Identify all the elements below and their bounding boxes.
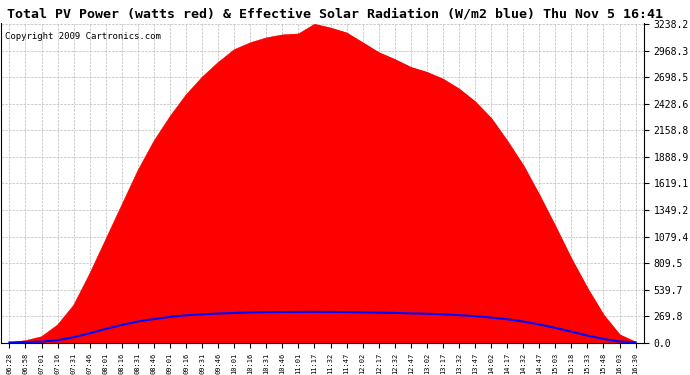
Text: Copyright 2009 Cartronics.com: Copyright 2009 Cartronics.com	[5, 32, 161, 41]
Text: Total PV Power (watts red) & Effective Solar Radiation (W/m2 blue) Thu Nov 5 16:: Total PV Power (watts red) & Effective S…	[7, 8, 663, 21]
